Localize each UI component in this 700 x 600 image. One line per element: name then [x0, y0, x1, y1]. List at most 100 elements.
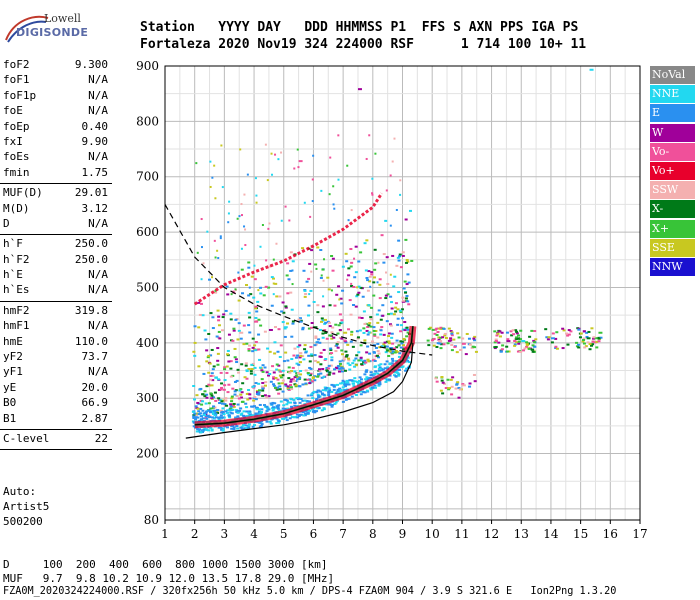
- echo-point: [340, 302, 344, 305]
- echo-point: [263, 404, 267, 407]
- echo-point: [363, 373, 367, 376]
- echo-point: [236, 409, 240, 412]
- echo-point: [506, 338, 510, 341]
- param-value: N/A: [88, 73, 108, 87]
- echo-point: [261, 370, 265, 373]
- echo-point: [400, 340, 404, 343]
- echo-point: [244, 402, 248, 405]
- echo-point: [247, 426, 251, 429]
- echo-point: [216, 249, 219, 252]
- echo-point: [517, 334, 521, 337]
- echo-point: [254, 305, 258, 308]
- echo-point: [201, 409, 205, 412]
- echo-point: [221, 186, 224, 189]
- echo-point: [277, 158, 280, 161]
- echo-point: [289, 401, 293, 404]
- echo-point: [192, 425, 196, 428]
- echo-point: [284, 416, 288, 419]
- echo-point: [211, 379, 215, 382]
- echo-point: [436, 330, 440, 333]
- echo-point: [302, 358, 306, 361]
- echo-point: [298, 361, 302, 364]
- echo-point: [394, 302, 398, 305]
- echo-point: [221, 429, 225, 432]
- echo-point: [339, 297, 343, 300]
- echo-point: [286, 359, 290, 362]
- echo-point: [338, 329, 342, 332]
- echo-point: [385, 360, 389, 363]
- echo-point: [393, 351, 397, 354]
- echo-point: [192, 385, 196, 388]
- echo-point: [452, 338, 456, 341]
- echo-point: [395, 208, 398, 211]
- echo-point: [268, 328, 273, 331]
- echo-point: [376, 321, 380, 324]
- echo-point: [255, 408, 259, 411]
- echo-point: [247, 368, 251, 371]
- echo-point: [230, 293, 233, 296]
- echo-point: [472, 373, 476, 376]
- echo-point: [216, 359, 220, 362]
- echo-point: [461, 337, 465, 340]
- param-row: h`F 250.0: [0, 237, 112, 252]
- echo-point: [380, 326, 384, 329]
- echo-point: [322, 348, 326, 351]
- echo-point: [299, 352, 303, 355]
- echo-point: [298, 160, 303, 163]
- echo-point: [377, 356, 381, 359]
- echo-point: [497, 341, 501, 344]
- separator: [0, 183, 112, 185]
- echo-point: [353, 377, 357, 380]
- echo-point: [343, 389, 347, 392]
- echo-point: [363, 242, 367, 245]
- echo-point: [323, 386, 327, 389]
- param-value: 2.87: [81, 411, 109, 425]
- echo-point: [217, 418, 221, 421]
- echo-point: [309, 345, 313, 348]
- echo-point: [277, 421, 281, 424]
- echo-point: [267, 227, 270, 230]
- echo-point: [346, 164, 349, 167]
- echo-point: [443, 334, 447, 337]
- echo-point: [247, 423, 251, 426]
- echo-point: [297, 363, 301, 366]
- echo-point: [232, 428, 236, 431]
- echo-point: [338, 313, 342, 316]
- echo-point: [384, 377, 388, 380]
- echo-point: [199, 407, 203, 410]
- echo-point: [371, 359, 375, 362]
- echo-point: [265, 409, 269, 412]
- echo-point: [303, 295, 307, 298]
- echo-point: [382, 333, 386, 336]
- echo-point: [353, 380, 357, 383]
- echo-point: [239, 413, 243, 416]
- echo-point: [283, 407, 287, 410]
- echo-point: [197, 410, 201, 413]
- echo-point: [394, 306, 398, 309]
- echo-point: [512, 333, 516, 336]
- header-row-labels: Station YYYY DAY DDD HHMMSS P1 FFS S AXN…: [140, 20, 579, 35]
- echo-point: [245, 370, 249, 373]
- echo-point: [426, 339, 430, 342]
- legend-item: NoVal: [650, 66, 695, 84]
- echo-point: [339, 389, 343, 392]
- echo-point: [498, 330, 502, 333]
- echo-point: [272, 377, 276, 380]
- echo-point: [213, 391, 217, 394]
- logo-text-digisonde: DIGISONDE: [16, 26, 89, 39]
- echo-point: [259, 245, 262, 248]
- echo-point: [335, 366, 339, 369]
- echo-point: [342, 380, 346, 383]
- param-row: M(D) 3.12: [0, 202, 112, 217]
- echo-point: [506, 340, 511, 343]
- echo-point: [193, 412, 197, 415]
- echo-point: [328, 389, 332, 392]
- echo-point: [517, 340, 521, 343]
- echo-point: [514, 336, 518, 339]
- param-row: foEp 0.40: [0, 120, 112, 135]
- echo-point: [454, 387, 458, 390]
- echo-point: [592, 336, 596, 339]
- echo-point: [209, 426, 213, 429]
- echo-point: [386, 293, 390, 296]
- echo-point: [244, 244, 247, 247]
